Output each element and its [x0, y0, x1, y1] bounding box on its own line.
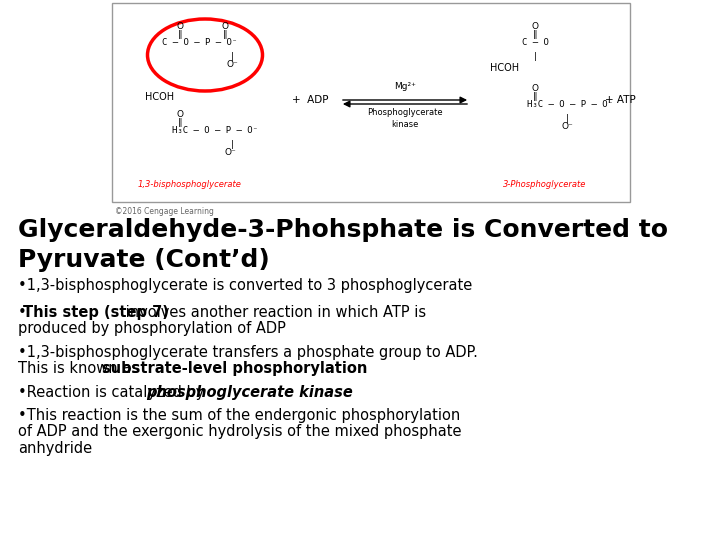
Text: H₃C – O – P – O⁻: H₃C – O – P – O⁻: [172, 126, 258, 135]
Text: phosphoglycerate kinase: phosphoglycerate kinase: [146, 385, 353, 400]
Text: O: O: [531, 84, 539, 93]
Text: ‖: ‖: [222, 30, 228, 39]
Text: O: O: [176, 110, 184, 119]
Text: + ATP: + ATP: [605, 95, 635, 105]
Text: 1,3-bisphosphoglycerate: 1,3-bisphosphoglycerate: [138, 180, 242, 189]
Text: kinase: kinase: [391, 120, 419, 129]
Text: O: O: [222, 22, 228, 31]
Text: ‖: ‖: [533, 30, 537, 39]
Text: O: O: [531, 22, 539, 31]
Text: Pyruvate (Cont’d): Pyruvate (Cont’d): [18, 248, 270, 272]
Text: |: |: [534, 52, 536, 61]
Text: This step (step 7): This step (step 7): [23, 305, 168, 320]
Text: |: |: [230, 140, 233, 149]
Text: •1,3-bisphosphoglycerate transfers a phosphate group to ADP.: •1,3-bisphosphoglycerate transfers a pho…: [18, 345, 478, 360]
Text: ©2016 Cengage Learning: ©2016 Cengage Learning: [115, 207, 214, 216]
Text: anhydride: anhydride: [18, 441, 92, 456]
Text: This is known as: This is known as: [18, 361, 143, 376]
Text: HCOH: HCOH: [145, 92, 174, 102]
Text: O⁻: O⁻: [561, 122, 573, 131]
Text: substrate-level phosphorylation: substrate-level phosphorylation: [102, 361, 367, 376]
Text: |: |: [565, 114, 569, 123]
Text: ‖: ‖: [533, 92, 537, 101]
Text: H₃C – O – P – O⁻: H₃C – O – P – O⁻: [527, 100, 613, 109]
Bar: [112, 3, 630, 202]
Text: O⁻: O⁻: [226, 60, 238, 69]
Text: involves another reaction in which ATP is: involves another reaction in which ATP i…: [121, 305, 426, 320]
Text: O: O: [176, 22, 184, 31]
Text: Mg²⁺: Mg²⁺: [394, 82, 416, 91]
Text: HCOH: HCOH: [490, 63, 519, 73]
Text: ‖: ‖: [178, 30, 182, 39]
Text: •This reaction is the sum of the endergonic phosphorylation: •This reaction is the sum of the endergo…: [18, 408, 460, 423]
Text: 3-Phosphoglycerate: 3-Phosphoglycerate: [503, 180, 587, 189]
Text: |: |: [230, 52, 233, 61]
Text: •1,3-bisphosphoglycerate is converted to 3 phosphoglycerate: •1,3-bisphosphoglycerate is converted to…: [18, 278, 472, 293]
Text: +  ADP: + ADP: [292, 95, 328, 105]
Text: of ADP and the exergonic hydrolysis of the mixed phosphate: of ADP and the exergonic hydrolysis of t…: [18, 424, 462, 439]
Text: •: •: [18, 305, 27, 320]
Text: ‖: ‖: [178, 118, 182, 127]
Text: Phosphoglycerate: Phosphoglycerate: [367, 108, 443, 117]
Text: O⁻: O⁻: [224, 148, 236, 157]
Text: C – O: C – O: [521, 38, 549, 47]
Text: Glyceraldehyde-3-Phohsphate is Converted to: Glyceraldehyde-3-Phohsphate is Converted…: [18, 218, 668, 242]
Text: •Reaction is catalyzed by: •Reaction is catalyzed by: [18, 385, 209, 400]
Text: C – O – P – O⁻: C – O – P – O⁻: [163, 38, 238, 47]
Text: produced by phosphorylation of ADP: produced by phosphorylation of ADP: [18, 321, 286, 336]
